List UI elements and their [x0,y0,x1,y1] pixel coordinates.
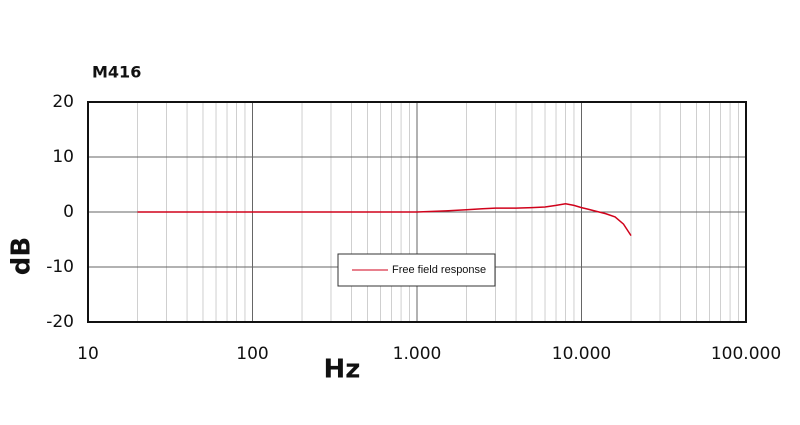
x-tick-label: 10.000 [552,344,611,364]
y-axis-label: dB [7,237,37,275]
y-tick-label: -10 [46,257,74,277]
y-tick-label: 20 [52,92,74,112]
chart-title: M416 [92,63,141,82]
x-axis-label: Hz [324,355,361,385]
legend-label: Free field response [392,264,486,276]
x-tick-label: 100 [236,344,268,364]
x-tick-label: 1.000 [393,344,442,364]
line [137,202,632,237]
y-tick-label: 0 [63,202,74,222]
x-tick-label: 100.000 [711,344,781,364]
y-tick-label: -20 [46,312,74,332]
x-tick-label: 10 [77,344,99,364]
y-tick-label: 10 [52,147,74,167]
plot-frame [87,101,747,323]
plot [137,202,632,237]
